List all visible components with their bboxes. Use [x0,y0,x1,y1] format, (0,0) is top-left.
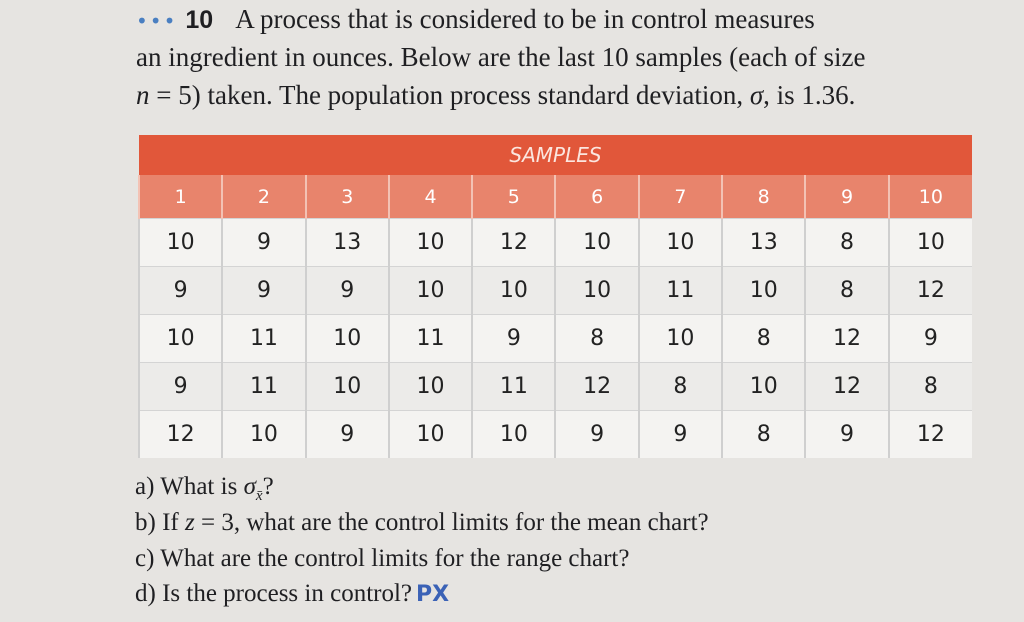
text: an ingredient in ounces. Below are the l… [136,42,866,72]
label: d) [135,580,156,607]
cell: 9 [471,314,556,363]
cell: 10 [304,362,389,411]
cell: 9 [137,362,223,411]
cell: 10 [137,218,223,267]
header-row: 1 2 3 4 5 6 7 8 9 10 [137,175,972,219]
text: , is 1.36. [763,80,856,110]
header-cell: 4 [387,175,473,219]
cell: 12 [887,266,972,315]
data-row: 9 9 9 10 10 10 11 10 8 12 [137,266,972,315]
text: ? [262,473,274,500]
cell: 8 [554,314,639,363]
problem-number: 10 [185,6,214,34]
cell: 9 [221,266,306,315]
text: If [162,509,185,536]
header-cell: 5 [471,175,556,219]
symbol: z [184,509,195,536]
header-cell: 10 [887,175,972,219]
cell: 10 [554,218,639,267]
header-cell: 7 [637,175,723,219]
samples-table: SAMPLES 1 2 3 4 5 6 7 8 9 10 10 9 13 10 12 10 10 13 8 10 9 9 9… [137,135,972,458]
logo: PX [416,582,450,607]
cell: 13 [721,218,806,267]
cell: 9 [804,410,889,458]
cell: 9 [221,218,306,267]
header-cell: 2 [221,175,306,219]
header-cell: 6 [554,175,639,219]
text: = 5) taken. The population process stand… [149,80,750,110]
cell: 9 [304,266,389,315]
cell: 10 [637,314,723,363]
text: A process that is considered to be in co… [235,4,815,34]
question: d) Is the process in control? PX [135,580,449,608]
text: = 3, what are the control limits for the… [194,509,709,536]
text: What are the control limits for the rang… [160,545,630,572]
cell: 8 [721,410,806,458]
cell: 10 [554,266,639,315]
label: c) [135,545,155,572]
header-cell: 8 [721,175,806,219]
problem-line: an ingredient in ounces. Below are the l… [136,42,866,73]
cell: 10 [387,218,473,267]
cell: 10 [637,218,723,267]
cell: 8 [637,362,723,411]
cell: 10 [387,410,473,458]
subscript: x̄ [255,488,263,504]
cell: 13 [304,218,389,267]
data-row: 9 11 10 10 11 12 8 10 12 8 [137,362,972,411]
cell: 9 [304,410,389,458]
cell: 10 [221,410,306,458]
cell: 11 [387,314,473,363]
cell: 10 [387,266,473,315]
data-row: 10 9 13 10 12 10 10 13 8 10 [137,218,972,267]
data-row: 10 11 10 11 9 8 10 8 12 9 [137,314,972,363]
cell: 8 [804,218,889,267]
cell: 10 [471,266,556,315]
cell: 8 [804,266,889,315]
cell: 12 [804,314,889,363]
question: a) What is σx̄? [135,473,274,505]
cell: 12 [137,410,223,458]
label: a) [135,473,155,500]
cell: 11 [221,314,306,363]
cell: 8 [721,314,806,363]
text: Is the process in control? [162,580,413,607]
question: b) If z = 3, what are the control limits… [135,509,709,537]
table-caption: SAMPLES [139,135,972,175]
label: b) [135,509,156,536]
cell: 11 [637,266,723,315]
cell: 10 [721,362,806,411]
cell: 10 [304,314,389,363]
cell: 11 [471,362,556,411]
cell: 12 [554,362,639,411]
cell: 10 [137,314,223,363]
cell: 9 [554,410,639,458]
cell: 12 [804,362,889,411]
text: What is [160,473,244,500]
cell: 10 [887,218,972,267]
problem-line: ••• 10 A process that is considered to be … [136,4,815,35]
cell: 8 [887,362,972,411]
cell: 9 [137,266,223,315]
question: c) What are the control limits for the r… [135,545,629,573]
cell: 11 [221,362,306,411]
problem-line: n = 5) taken. The population process sta… [136,80,855,111]
header-cell: 9 [804,175,889,219]
cell: 10 [471,410,556,458]
symbol: σ [243,473,256,500]
cell: 9 [887,314,972,363]
cell: 12 [887,410,972,458]
symbol: n [136,80,150,110]
header-cell: 1 [137,175,223,219]
data-row: 12 10 9 10 10 9 9 8 9 12 [137,410,972,458]
cell: 9 [637,410,723,458]
symbol: σ [749,80,764,110]
dots: ••• [136,9,178,33]
cell: 10 [387,362,473,411]
cell: 10 [721,266,806,315]
cell: 12 [471,218,556,267]
header-cell: 3 [304,175,389,219]
